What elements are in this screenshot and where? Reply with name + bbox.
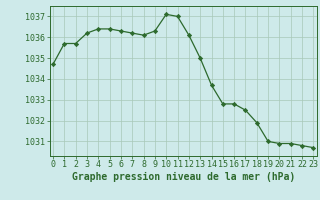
X-axis label: Graphe pression niveau de la mer (hPa): Graphe pression niveau de la mer (hPa) [72,172,295,182]
